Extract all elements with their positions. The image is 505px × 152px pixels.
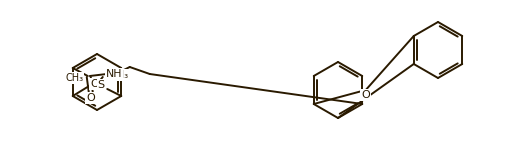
Text: O: O bbox=[86, 93, 95, 103]
Text: NH: NH bbox=[106, 69, 122, 79]
Text: S: S bbox=[97, 80, 105, 90]
Text: O: O bbox=[90, 79, 99, 89]
Text: CH₃: CH₃ bbox=[65, 73, 83, 83]
Text: CH₃: CH₃ bbox=[111, 70, 129, 80]
Text: O: O bbox=[362, 90, 370, 100]
